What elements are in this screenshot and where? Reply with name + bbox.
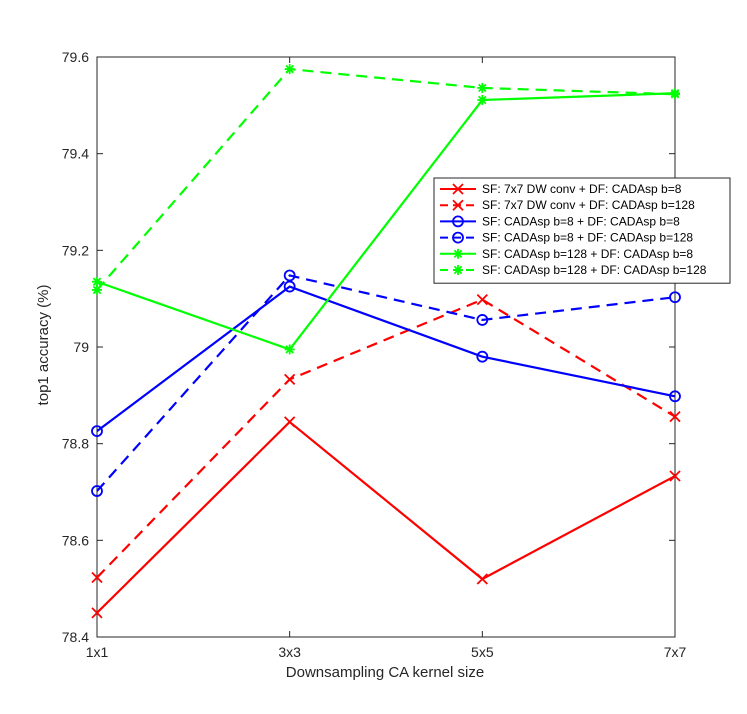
data-point [669, 410, 681, 423]
x-tick-label: 3x3 [278, 644, 301, 660]
marker-stroke [476, 293, 488, 306]
y-tick-label: 78.6 [62, 532, 89, 548]
y-axis-label: top1 accuracy (%) [35, 285, 52, 406]
x-tick-label: 1x1 [86, 644, 109, 660]
marker-circle [476, 314, 489, 326]
series-line [96, 274, 676, 492]
marker-stroke [478, 95, 487, 105]
data-point [669, 470, 681, 482]
legend-marker [452, 199, 464, 211]
series-6 [92, 64, 680, 295]
legend-label: SF: 7x7 DW conv + DF: CADAsp b=8 [482, 182, 682, 196]
marker-stroke [452, 183, 464, 195]
series-2 [91, 293, 681, 584]
marker-stroke [284, 373, 296, 386]
x-tick-label: 7x7 [664, 644, 687, 660]
legend-item: SF: CADAsp b=128 + DF: CADAsp b=128 [440, 263, 707, 277]
legend-marker [452, 231, 464, 244]
marker-stroke [91, 607, 103, 619]
legend-label: SF: CADAsp b=128 + DF: CADAsp b=8 [482, 247, 693, 261]
y-tick-label: 79.2 [62, 242, 89, 258]
series-line [96, 298, 676, 579]
legend-item: SF: 7x7 DW conv + DF: CADAsp b=128 [440, 198, 695, 212]
marker-stroke [91, 571, 103, 584]
marker-stroke [476, 573, 488, 585]
marker-circle [669, 390, 681, 403]
legend-marker [453, 265, 463, 275]
marker-circle [283, 280, 296, 293]
legend-label: SF: CADAsp b=8 + DF: CADAsp b=128 [482, 231, 693, 245]
series-3 [91, 280, 681, 438]
legend-box [433, 177, 731, 284]
legend-item: SF: CADAsp b=128 + DF: CADAsp b=8 [440, 247, 693, 261]
data-point [283, 269, 296, 282]
legend-marker [452, 215, 464, 228]
y-tick-label: 79 [73, 339, 89, 355]
y-tick-label: 78.4 [62, 629, 89, 645]
data-point [476, 573, 488, 585]
marker-circle [452, 215, 464, 228]
series-line [96, 285, 676, 432]
data-point [284, 64, 295, 75]
marker-stroke [669, 470, 681, 482]
data-point [92, 284, 102, 295]
data-point [91, 425, 103, 438]
series-1 [91, 416, 681, 619]
marker-stroke [452, 199, 464, 211]
data-point [284, 416, 296, 428]
series-4 [91, 269, 681, 497]
series-line [96, 420, 676, 614]
marker-stroke [92, 277, 102, 286]
x-axis-label: Downsampling CA kernel size [286, 664, 484, 681]
data-point [670, 89, 680, 100]
data-point [91, 607, 103, 619]
legend: SF: 7x7 DW conv + DF: CADAsp b=8 SF: 7x7 … [433, 177, 731, 284]
data-point [476, 314, 489, 326]
marker-stroke [478, 83, 487, 93]
legend-label: SF: 7x7 DW conv + DF: CADAsp b=128 [482, 198, 695, 212]
marker-stroke [670, 89, 680, 99]
marker-circle [452, 231, 464, 244]
data-point [284, 344, 295, 355]
marker-stroke [285, 345, 294, 354]
x-tick-label: 5x5 [471, 644, 494, 660]
data-point [91, 485, 103, 497]
y-tick-label: 79.4 [62, 146, 89, 162]
marker-stroke [453, 265, 463, 275]
series-layer [91, 64, 681, 619]
data-point [669, 291, 681, 304]
y-tick-label: 79.6 [62, 49, 89, 65]
data-point [669, 390, 681, 403]
marker-circle [283, 269, 296, 282]
data-point [476, 350, 489, 363]
legend-item: SF: CADAsp b=8 + DF: CADAsp b=128 [440, 231, 693, 245]
data-point [477, 95, 488, 106]
series-line [96, 92, 676, 351]
legend-item: SF: 7x7 DW conv + DF: CADAsp b=8 [440, 182, 682, 196]
data-point [283, 280, 296, 293]
marker-circle [669, 291, 681, 304]
series-line [96, 67, 676, 291]
legend-marker [452, 183, 464, 195]
marker-stroke [92, 285, 102, 295]
data-point [477, 82, 488, 93]
marker-stroke [669, 410, 681, 423]
axes: 1x1 3x3 5x5 7x7 78.4 78.6 78.8 79 79.2 79.4 79.6 [62, 49, 687, 660]
marker-circle [91, 425, 103, 438]
marker-circle [91, 485, 103, 497]
data-point [91, 571, 103, 584]
marker-stroke [284, 416, 296, 428]
marker-stroke [453, 249, 463, 259]
data-point [284, 373, 296, 386]
legend-item: SF: CADAsp b=8 + DF: CADAsp b=8 [440, 214, 680, 228]
y-tick-label: 78.8 [62, 436, 89, 452]
legend-marker [453, 248, 463, 259]
marker-circle [476, 350, 489, 363]
data-point [476, 293, 488, 306]
marker-stroke [285, 64, 294, 74]
legend-label: SF: CADAsp b=8 + DF: CADAsp b=8 [482, 214, 680, 228]
legend-label: SF: CADAsp b=128 + DF: CADAsp b=128 [482, 263, 707, 277]
